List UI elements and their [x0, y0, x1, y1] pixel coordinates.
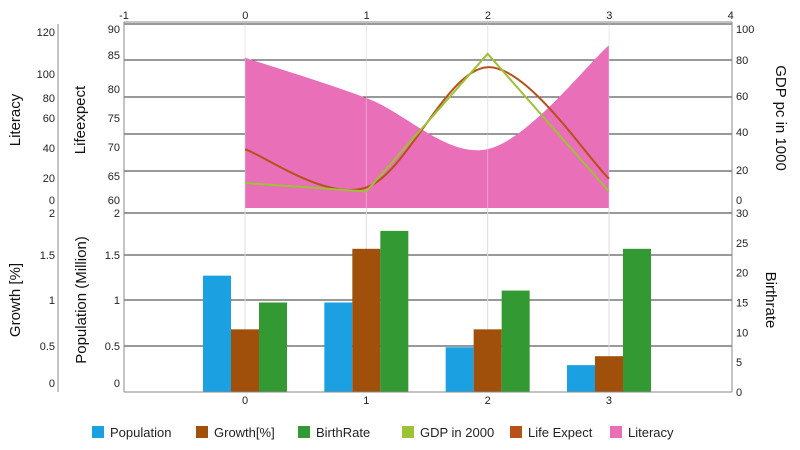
population-bar-3	[566, 365, 595, 392]
population-tick: 2	[114, 208, 120, 220]
population-bar-0	[203, 275, 231, 392]
gdp-tick: 0	[736, 195, 742, 207]
bottom-x-tick: 3	[606, 395, 612, 407]
growth-tick: 0.5	[40, 341, 55, 353]
legend-label: Life Expect	[528, 425, 593, 440]
literacy-tick: 0	[49, 195, 55, 207]
lifeexpect-tick: 70	[108, 142, 120, 154]
legend-swatch	[92, 426, 104, 438]
gdp-tick: 40	[736, 127, 748, 139]
top-x-tick: 1	[364, 10, 370, 22]
birthrate-tick: 15	[736, 298, 748, 310]
lifeexpect-tick: 75	[108, 113, 120, 125]
birthrate-bar-0	[259, 302, 287, 392]
lifeexpect-tick: 60	[108, 195, 120, 207]
growth-tick: 1.5	[40, 250, 55, 262]
legend-label: GDP in 2000	[420, 425, 494, 440]
population-bar-2	[445, 347, 474, 392]
legend-swatch	[196, 426, 208, 438]
legend-item: BirthRate	[298, 425, 370, 440]
lifeexpect-tick: 65	[108, 171, 120, 183]
legend-item: Growth[%]	[196, 425, 275, 440]
gdp-line	[244, 52, 610, 193]
top-x-tick: 4	[728, 10, 734, 22]
bottom-x-tick: 1	[363, 395, 369, 407]
legend-item: Life Expect	[510, 425, 593, 440]
top-x-tick: 3	[606, 10, 612, 22]
axis-labels: Literacy Lifeexpect GDP pc in 1000 Growt…	[7, 65, 789, 364]
birthrate-bar-2	[501, 290, 530, 392]
legend: Population Growth[%] BirthRate GDP in 2000 L…	[92, 425, 674, 440]
literacy-axis-label: Literacy	[7, 93, 24, 146]
birthrate-axis-label: Birthrate	[762, 272, 779, 329]
growth-tick: 0	[49, 378, 55, 390]
birthrate-tick: 25	[736, 238, 748, 250]
legend-swatch	[610, 426, 622, 438]
literacy-tick: 40	[43, 143, 55, 155]
gdp-axis-label: GDP pc in 1000	[772, 65, 789, 171]
population-bar-1	[324, 302, 353, 392]
birthrate-bar-3	[622, 248, 651, 392]
gdp-tick: 100	[736, 24, 754, 36]
gdp-tick: 20	[736, 165, 748, 177]
legend-item: Literacy	[610, 425, 674, 440]
growth-tick: 2	[49, 208, 55, 220]
legend-label: Literacy	[628, 425, 674, 440]
lifeexpect-tick: 90	[108, 24, 120, 36]
legend-label: Population	[110, 425, 171, 440]
lifeexpect-tick: 80	[108, 84, 120, 96]
population-tick: 1	[114, 295, 120, 307]
bottom-panel	[124, 208, 732, 393]
growth-bar-3	[594, 356, 623, 392]
legend-swatch	[402, 426, 414, 438]
legend-item: GDP in 2000	[402, 425, 494, 440]
literacy-tick: 120	[37, 27, 55, 39]
literacy-area	[245, 45, 609, 208]
bottom-x-tick: 2	[485, 395, 491, 407]
legend-item: Population	[92, 425, 171, 440]
legend-swatch	[298, 426, 310, 438]
growth-tick: 1	[49, 295, 55, 307]
birthrate-tick: 0	[736, 387, 742, 399]
lifeexpect-tick: 85	[108, 50, 120, 62]
right-axes: 0 20 40 60 80 100 0 5 10 15 20 25 30	[736, 24, 754, 399]
top-panel	[124, 22, 732, 208]
birthrate-tick: 20	[736, 268, 748, 280]
legend-swatch	[510, 426, 522, 438]
literacy-tick: 20	[43, 173, 55, 185]
growth-bar-0	[231, 329, 259, 392]
birthrate-tick: 5	[736, 357, 742, 369]
life-expect-line	[244, 66, 610, 191]
population-tick: 0.5	[105, 341, 120, 353]
birthrate-tick: 30	[736, 208, 748, 220]
bottom-x-tick: 0	[242, 395, 248, 407]
gdp-tick: 60	[736, 91, 748, 103]
birthrate-bar-1	[380, 230, 409, 392]
birthrate-tick: 10	[736, 327, 748, 339]
literacy-tick: 60	[43, 113, 55, 125]
growth-bar-1	[352, 248, 381, 392]
top-x-tick: 2	[485, 10, 491, 22]
growth-axis-label: Growth [%]	[7, 263, 24, 337]
gdp-tick: 80	[736, 55, 748, 67]
top-x-tick: 0	[242, 10, 248, 22]
population-tick: 1.5	[105, 250, 120, 262]
population-tick: 0	[114, 378, 120, 390]
x-axes: -1 0 1 2 3 4 0 1 2 3	[57, 10, 734, 407]
lifeexpect-axis-label: Lifeexpect	[72, 85, 89, 154]
literacy-tick: 80	[43, 93, 55, 105]
legend-label: BirthRate	[316, 425, 370, 440]
legend-label: Growth[%]	[214, 425, 275, 440]
left-axes: 0204060801001206065707580859000.511.5200…	[37, 24, 120, 390]
growth-bar-2	[473, 329, 502, 392]
top-x-tick: -1	[119, 10, 129, 22]
population-axis-label: Population (Million)	[73, 236, 90, 364]
literacy-tick: 100	[37, 69, 55, 81]
